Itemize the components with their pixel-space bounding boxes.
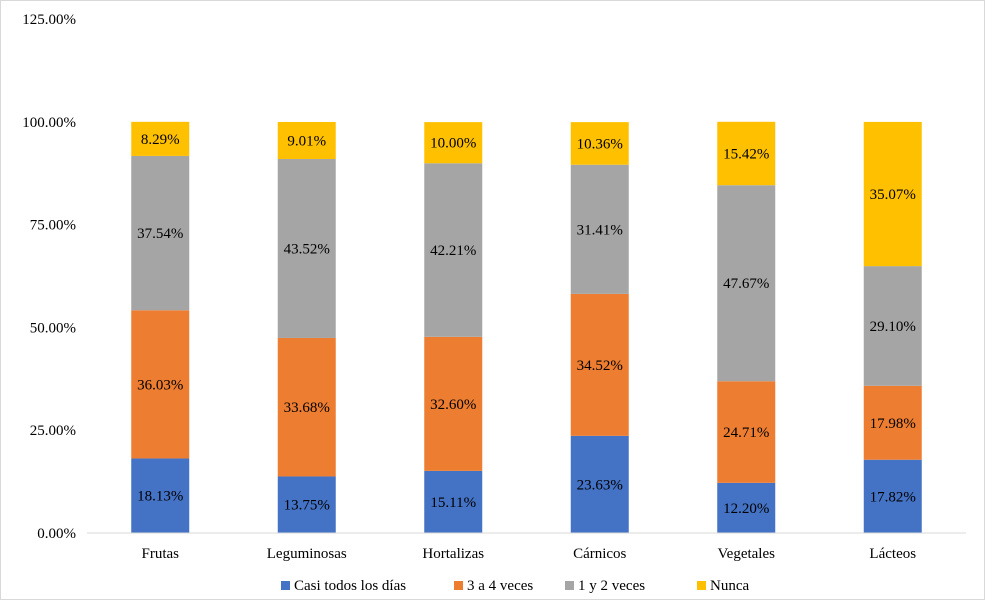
legend-swatch [565,581,574,590]
bar-segment [717,121,776,186]
bar-segment [277,159,336,338]
x-tick-label: Cárnicos [573,546,626,562]
data-label: 13.75% [284,498,330,514]
data-label: 15.42% [723,147,769,163]
x-tick-label: Vegetales [718,546,776,562]
y-tick-label: 75.00% [30,218,76,234]
legend-swatch [454,581,463,590]
bar-segment [863,266,922,386]
y-tick-label: 125.00% [22,12,76,28]
bar-segment [570,435,629,533]
y-tick-label: 0.00% [37,526,76,542]
bar-segment [277,121,336,160]
bar-segment [424,122,483,164]
data-label: 47.67% [723,276,769,292]
legend-swatch [697,581,706,590]
bar-segment [424,163,483,337]
data-label: 43.52% [284,241,330,257]
data-label: 42.21% [430,243,476,259]
data-label: 15.11% [430,495,476,511]
legend-label: Nunca [710,578,749,594]
data-label: 10.00% [430,136,476,152]
y-tick-label: 25.00% [30,423,76,439]
bar-segment [131,458,190,533]
bar-segment [570,122,629,165]
data-label: 34.52% [577,358,623,374]
data-label: 10.36% [577,136,623,152]
y-tick-label: 100.00% [22,115,76,131]
data-label: 36.03% [137,377,183,393]
bar-segment [717,185,776,382]
legend-label: Casi todos los días [294,578,406,594]
data-label: 24.71% [723,425,769,441]
bar-segment [717,482,776,533]
data-label: 31.41% [577,222,623,238]
data-label: 32.60% [430,397,476,413]
x-tick-label: Hortalizas [422,546,484,562]
legend: Casi todos los días 3 a 4 veces 1 y 2 vece… [281,578,749,594]
bars-area: 18.13% 36.03% 37.54% 8.29% 13.75% 33.68% 43.52… [131,121,922,533]
x-tick-label: Leguminosas [267,546,347,562]
bar-segment [277,337,336,477]
bar-segment [863,385,922,460]
bar-segment [131,155,190,311]
y-tick-label: 50.00% [30,320,76,336]
x-tick-label: Lácteos [869,546,916,562]
legend-swatch [281,581,290,590]
data-label: 12.20% [723,501,769,517]
data-label: 33.68% [284,400,330,416]
data-label: 37.54% [137,226,183,242]
bar-segment [863,459,922,533]
bar-segment [570,293,629,436]
bar-segment [570,164,629,294]
data-label: 18.13% [137,489,183,505]
y-axis: 0.00% 25.00% 50.00% 75.00% 100.00% 125.00% [22,12,76,542]
legend-label: 3 a 4 veces [467,578,533,594]
data-label: 35.07% [870,187,916,203]
bar-segment [424,336,483,471]
bar-segment [863,121,922,267]
x-tick-label: Frutas [142,546,180,562]
bar-segment [424,470,483,533]
data-label: 17.82% [870,489,916,505]
data-label: 23.63% [577,477,623,493]
bar-segment [131,310,190,459]
data-label: 17.98% [870,416,916,432]
data-label: 9.01% [287,133,326,149]
data-label: 8.29% [141,132,180,148]
legend-label: 1 y 2 veces [578,578,645,594]
bar-segment [717,381,776,483]
x-axis: Frutas Leguminosas Hortalizas Cárnicos Veget… [87,532,966,562]
bar-segment [131,121,190,156]
bar-segment [277,476,336,533]
data-label: 29.10% [870,319,916,335]
